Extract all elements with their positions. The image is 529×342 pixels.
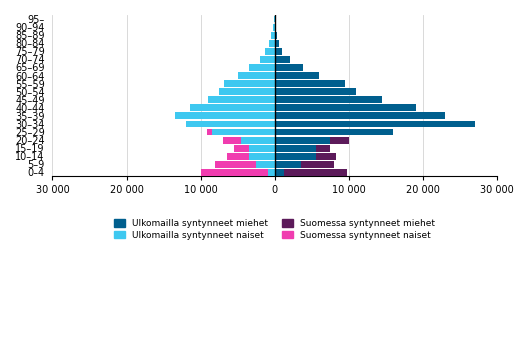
Bar <box>275 113 445 119</box>
Bar <box>223 137 241 144</box>
Bar <box>275 40 279 47</box>
Bar <box>275 56 289 63</box>
Bar <box>275 104 416 111</box>
Bar <box>274 16 275 23</box>
Bar <box>315 145 330 152</box>
Bar <box>212 129 275 135</box>
Bar <box>275 64 303 71</box>
Bar <box>275 169 284 176</box>
Bar <box>275 88 357 95</box>
Bar <box>269 40 275 47</box>
Bar <box>234 145 249 152</box>
Bar <box>275 32 277 39</box>
Bar <box>208 96 275 103</box>
Bar <box>273 24 275 30</box>
Bar <box>315 153 336 160</box>
Bar <box>300 161 334 168</box>
Bar <box>275 24 276 30</box>
Bar <box>189 104 275 111</box>
Bar <box>241 137 275 144</box>
Bar <box>275 161 300 168</box>
Bar <box>275 16 276 23</box>
Bar <box>256 161 275 168</box>
Bar <box>219 88 275 95</box>
Bar <box>330 137 349 144</box>
Legend: Ulkomailla syntynneet miehet, Ulkomailla syntynneet naiset, Suomessa syntynneet : Ulkomailla syntynneet miehet, Ulkomailla… <box>114 219 435 240</box>
Bar <box>268 169 275 176</box>
Bar <box>275 129 394 135</box>
Bar <box>284 169 346 176</box>
Bar <box>260 56 275 63</box>
Bar <box>275 80 345 87</box>
Bar <box>249 145 275 152</box>
Bar <box>275 137 330 144</box>
Bar <box>275 120 475 128</box>
Bar <box>206 129 212 135</box>
Bar <box>226 153 249 160</box>
Bar <box>249 64 275 71</box>
Bar <box>275 72 319 79</box>
Bar <box>175 113 275 119</box>
Bar <box>275 96 382 103</box>
Bar <box>249 153 275 160</box>
Bar <box>275 153 315 160</box>
Bar <box>265 48 275 55</box>
Bar <box>202 169 268 176</box>
Bar <box>271 32 275 39</box>
Bar <box>224 80 275 87</box>
Bar <box>186 120 275 128</box>
Bar <box>215 161 256 168</box>
Bar <box>275 48 282 55</box>
Bar <box>275 145 315 152</box>
Bar <box>238 72 275 79</box>
